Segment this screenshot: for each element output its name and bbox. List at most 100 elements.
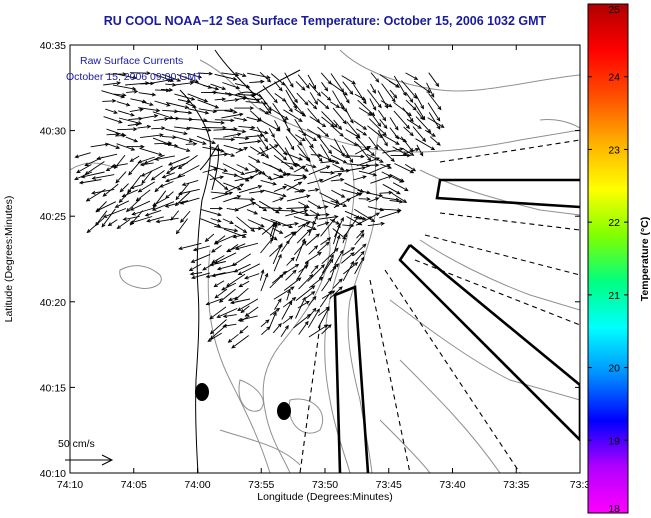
current-vector [298,320,309,335]
current-vector [273,286,295,300]
current-vector [164,143,179,148]
x-axis-ticks: 74:10 74:05 74:00 73:55 73:50 73:45 73:40 73:35… [57,45,590,491]
current-vector [209,146,222,152]
current-vector [272,242,283,265]
current-vector [121,189,138,198]
current-vector [159,181,174,188]
current-vector [274,81,283,92]
current-vector [393,110,410,130]
current-vector [181,179,199,187]
current-vector [282,221,299,227]
current-vector [197,71,214,76]
colorbar-tick-label: 22 [608,217,620,229]
current-vector [247,72,271,80]
current-vector [368,136,379,150]
current-vector [294,134,306,142]
contour-line [419,239,580,311]
current-vector [368,197,380,203]
current-vector [197,99,220,109]
bathymetry-contours [70,49,580,473]
current-vector [330,264,337,279]
y-tick-label: 40:35 [40,40,66,52]
lane-southeast [398,243,580,442]
current-vector [235,201,257,211]
current-vector [95,201,116,212]
current-vector [402,147,415,156]
current-vector [235,96,248,101]
current-vector [330,177,345,182]
current-vector [377,90,389,109]
current-vector [271,109,289,120]
current-vector [177,188,200,196]
current-vector [427,117,445,128]
current-vector [346,154,365,159]
current-vector [244,273,260,280]
current-vector [154,141,173,146]
current-vector [270,223,278,244]
current-vector [238,139,262,145]
current-vector [298,274,314,290]
contour-line [219,429,301,466]
current-vector [296,92,309,106]
current-vector [309,276,324,289]
current-vector [112,84,137,91]
current-vector [283,109,303,122]
current-vector [367,89,382,109]
current-vector [210,83,227,91]
current-vector [146,216,164,223]
y-axis-ticks: 40:35 40:30 40:25 40:20 40:15 40:10 [40,40,580,480]
current-vector [381,83,396,103]
current-vector [256,126,268,143]
current-vector [271,270,288,284]
current-vector [355,216,373,226]
current-vector [345,110,354,124]
current-vector [333,198,352,209]
current-vector [177,154,198,170]
colorbar-tick-label: 19 [608,435,620,447]
current-vector [292,161,309,172]
current-vector [353,84,367,105]
current-vector [200,208,222,217]
colorbar-label: Temperature (°C) [639,217,651,302]
legend-line-1: Raw Surface Currents [80,55,183,67]
current-vector [129,183,143,190]
current-vector [188,138,207,145]
current-vector [342,232,348,244]
y-tick-label: 40:10 [40,468,66,480]
current-vector [213,280,225,288]
current-vector [161,73,182,82]
current-vector [305,233,320,246]
current-vector [298,153,311,161]
current-vector [356,157,381,167]
current-vector [86,217,105,234]
current-vector [392,146,408,156]
current-vector [406,118,422,129]
current-vector [308,82,322,97]
current-vector [307,74,317,90]
current-vector [333,234,341,254]
current-vector [318,214,339,220]
current-vector [319,170,335,175]
current-vector [272,227,284,234]
current-vector [317,126,330,138]
dashed-line [384,269,521,473]
current-vector [370,72,380,83]
current-vector [105,108,118,114]
current-vector [167,156,190,166]
current-vector [174,126,191,131]
current-vector [103,116,123,124]
current-vector [129,107,144,113]
current-vector [403,147,420,155]
current-vector [154,100,171,107]
current-vector [175,146,191,152]
current-vector [295,296,306,319]
current-vector [117,127,138,132]
current-vector [367,221,385,227]
current-vector [260,319,270,328]
current-vector [174,93,196,101]
current-vector [103,81,122,86]
current-vector [202,125,227,130]
current-vector [244,306,259,317]
current-vector [274,120,281,131]
y-tick-label: 40:20 [40,297,66,309]
